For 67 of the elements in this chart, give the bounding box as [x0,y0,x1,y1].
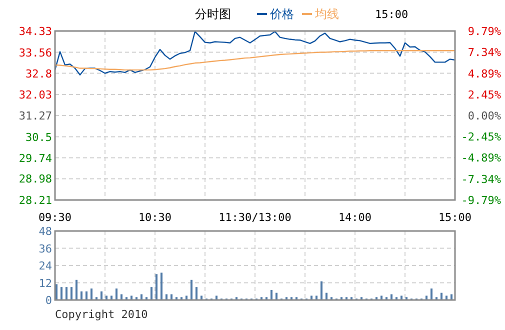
y-tick-label: 36 [38,242,52,256]
bar [100,291,102,300]
x-tick-label: 15:00 [438,211,472,224]
bar [150,287,152,300]
y-tick-label: 31.27 [18,110,52,122]
bar [440,292,442,300]
y-tick-label: 32.03 [18,88,52,102]
y2-tick-label: -2.45% [461,130,502,144]
bar [60,287,62,300]
y2-tick-label: 2.45% [468,88,502,102]
y-tick-label: 34.33 [18,25,52,38]
bar [276,292,278,300]
y-tick-label: 28.21 [18,194,52,207]
bar [76,280,78,300]
bar [270,290,272,300]
x-tick-label: 11:30/13:00 [218,211,292,224]
bar [130,296,132,300]
y-tick-label: 28.98 [18,172,52,186]
y-tick-label: 12 [38,276,52,290]
bar [310,296,312,300]
y-tick-label: 0 [45,294,52,307]
y2-tick-label: 0.00% [468,110,502,122]
legend-label: 价格 [269,7,294,21]
y2-tick-label: 7.34% [468,46,502,60]
bar [110,296,112,300]
bar [66,287,68,300]
text: Copyright 2010 [55,308,148,321]
line-series [54,30,456,76]
bar [160,272,162,300]
line-series [54,50,456,71]
legend-label: 均线 [314,7,339,21]
bar [426,296,428,300]
bar [80,291,82,300]
y-tick-label: 48 [38,225,52,238]
y-tick-label: 33.56 [18,46,52,60]
x-tick-label: 14:00 [338,211,372,224]
text: 15:00 [375,8,408,21]
bar [320,281,322,300]
y2-tick-label: 4.89% [468,67,502,80]
y-tick-label: 32.8 [26,67,52,80]
y2-tick-label: -4.89% [461,152,502,165]
y-tick-label: 24 [38,260,52,272]
bar [326,292,328,300]
bar [186,296,188,300]
bar [446,296,448,300]
bar [156,274,158,300]
y2-tick-label: -7.34% [461,172,502,186]
bar [70,287,72,300]
bar [106,296,108,300]
bar [430,288,432,300]
bar [116,288,118,300]
bar [400,296,402,300]
y-tick-label: 29.74 [18,152,52,165]
bar [196,287,198,300]
bar [190,280,192,300]
y2-tick-label: -9.79% [461,194,502,207]
bar [380,296,382,300]
bar [200,296,202,300]
y-tick-label: 30.5 [26,130,52,144]
chart-title: 分时图 [195,7,231,21]
y2-tick-label: 9.79% [468,25,502,38]
x-tick-label: 09:30 [38,211,72,224]
bar [316,296,318,300]
x-tick-label: 10:30 [138,211,172,224]
bar [90,288,92,300]
bar [216,296,218,300]
bar [86,291,88,300]
